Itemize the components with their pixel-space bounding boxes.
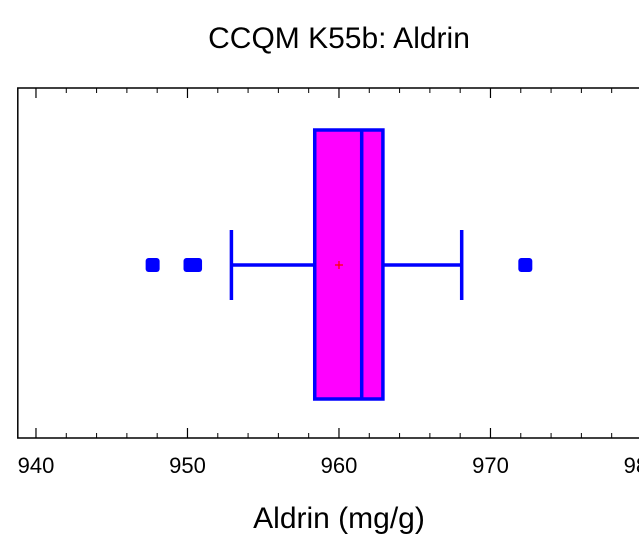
outlier xyxy=(188,258,203,272)
outlier xyxy=(145,258,160,272)
x-tick-label: 970 xyxy=(472,453,509,478)
outlier xyxy=(518,258,533,272)
x-axis-label: Aldrin (mg/g) xyxy=(253,502,425,535)
plot-frame xyxy=(17,87,639,439)
x-tick-label: 960 xyxy=(321,453,358,478)
mean-marker xyxy=(334,261,343,269)
x-tick-label: 980 xyxy=(624,453,639,478)
x-tick-label: 940 xyxy=(18,453,55,478)
box xyxy=(312,128,385,401)
x-tick-label: 950 xyxy=(169,453,206,478)
chart-title: CCQM K55b: Aldrin xyxy=(208,22,470,55)
